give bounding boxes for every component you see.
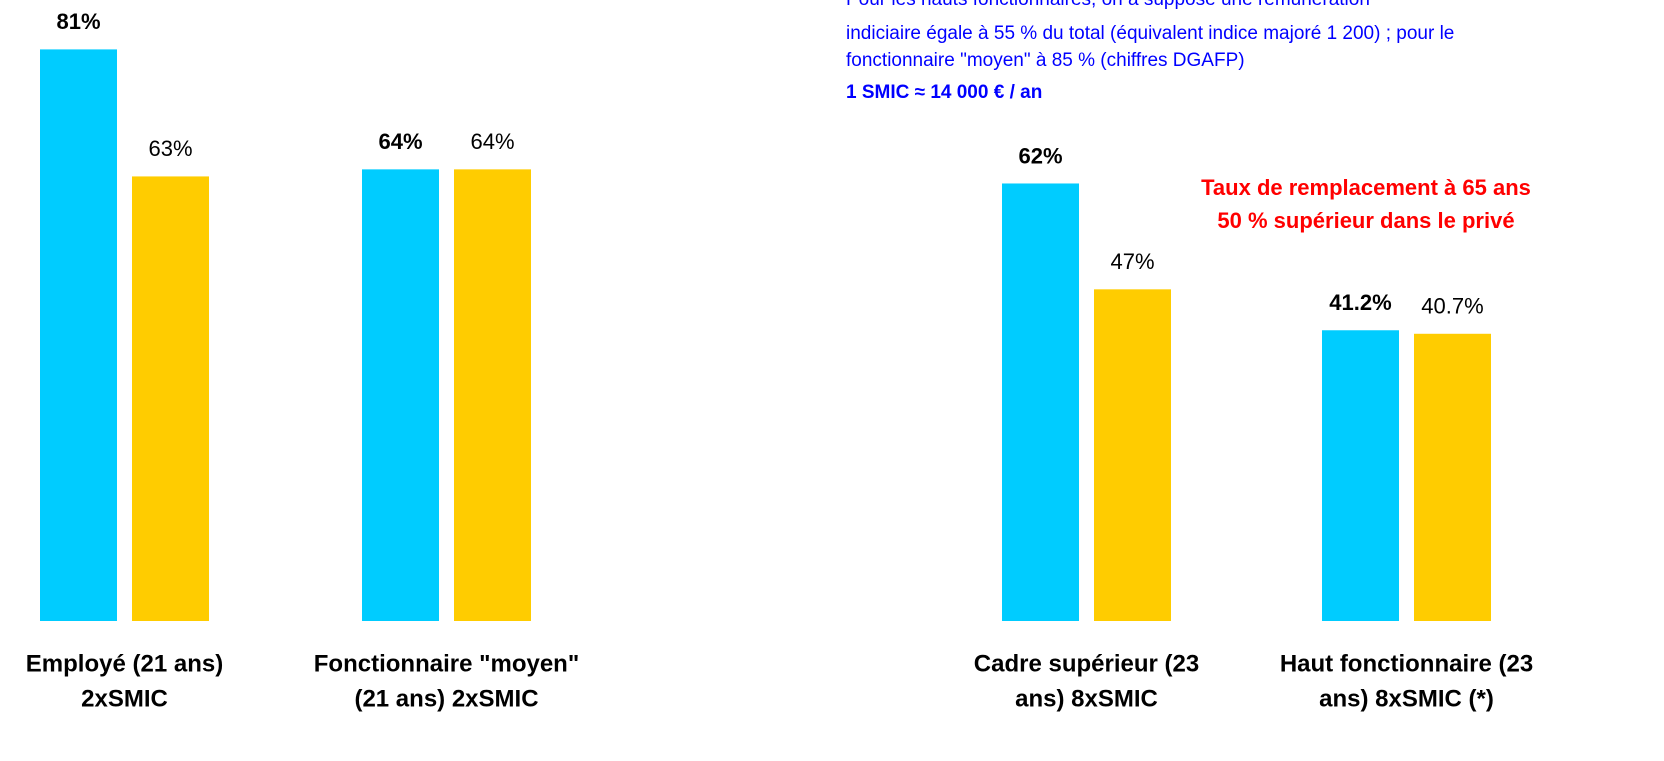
bar [40, 49, 117, 622]
note-line: fonctionnaire "moyen" à 85 % (chiffres D… [846, 50, 1245, 71]
note-line: Pour les hauts fonctionnaires, on a supp… [846, 0, 1370, 10]
value-label: 63% [148, 136, 192, 161]
value-label: 64% [378, 129, 422, 154]
bar [1002, 183, 1079, 621]
note-line: indiciaire égale à 55 % du total (équiva… [846, 23, 1454, 44]
value-label: 47% [1110, 249, 1154, 274]
bar [454, 169, 531, 621]
callout: Taux de remplacement à 65 ans [1201, 175, 1531, 200]
note-bold: 1 SMIC ≈ 14 000 € / an [846, 82, 1042, 103]
bar [1414, 333, 1491, 621]
value-label: 62% [1018, 143, 1062, 168]
category-label: Haut fonctionnaire (23 [1280, 650, 1533, 677]
category-label: (21 ans) 2xSMIC [354, 685, 538, 712]
bar [132, 176, 209, 621]
bar [1094, 289, 1171, 621]
category-label: Cadre supérieur (23 [974, 650, 1199, 677]
value-label: 64% [470, 129, 514, 154]
value-label: 81% [56, 9, 100, 34]
category-label: ans) 8xSMIC (*) [1319, 685, 1494, 712]
bar [362, 169, 439, 621]
category-label: ans) 8xSMIC [1015, 685, 1158, 712]
bar [1322, 330, 1399, 621]
value-label: 40.7% [1421, 294, 1483, 319]
category-label: 2xSMIC [81, 685, 168, 712]
category-label: Employé (21 ans) [26, 650, 223, 677]
callout: 50 % supérieur dans le privé [1217, 208, 1514, 233]
category-label: Fonctionnaire "moyen" [314, 650, 579, 677]
value-label: 41.2% [1329, 290, 1391, 315]
